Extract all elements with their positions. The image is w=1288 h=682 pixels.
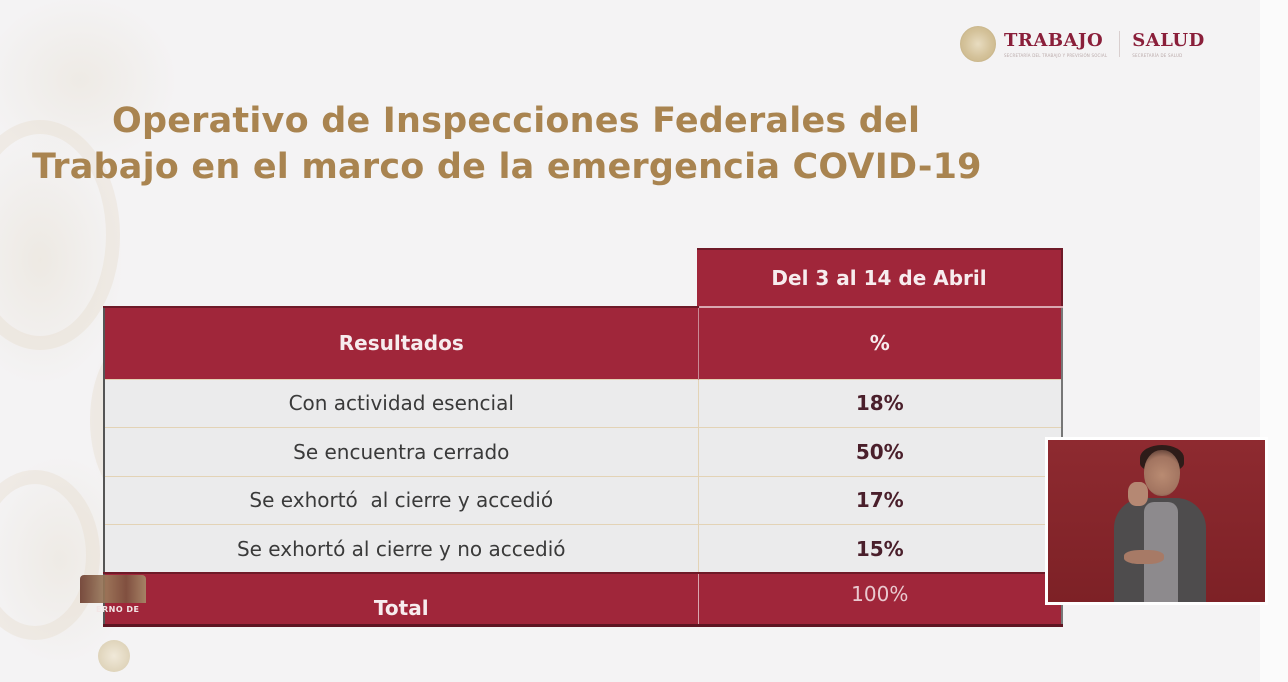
logo-salud-subtitle: SECRETARÍA DE SALUD bbox=[1132, 52, 1183, 58]
results-table: Resultados % Con actividad esencial 18% … bbox=[103, 306, 1063, 627]
gov-logo-text: ERNO DE bbox=[96, 605, 140, 614]
heroes-emblem-icon bbox=[80, 575, 146, 603]
slide-title: Operativo de Inspecciones Federales del … bbox=[32, 98, 1132, 190]
interpreter-head bbox=[1144, 450, 1180, 496]
table-row: Se exhortó al cierre y no accedió 15% bbox=[104, 524, 1062, 573]
row-label: Con actividad esencial bbox=[104, 378, 699, 428]
logo-trabajo-text: TRABAJO bbox=[1004, 29, 1104, 51]
logo-salud-text: SALUD bbox=[1132, 29, 1205, 51]
column-header-results: Resultados bbox=[104, 306, 699, 379]
slide-title-line2: Trabajo en el marco de la emergencia COV… bbox=[32, 147, 982, 187]
row-label: Se exhortó al cierre y no accedió bbox=[104, 524, 699, 573]
logo-salud: SALUD SECRETARÍA DE SALUD bbox=[1132, 29, 1205, 58]
slide-title-line1: Operativo de Inspecciones Federales del bbox=[112, 101, 921, 141]
national-seal-icon bbox=[960, 26, 996, 62]
logo-trabajo: TRABAJO SECRETARÍA DEL TRABAJO Y PREVISI… bbox=[1004, 29, 1108, 58]
header-logos: TRABAJO SECRETARÍA DEL TRABAJO Y PREVISI… bbox=[960, 22, 1205, 66]
table-total-row: Total 100% bbox=[104, 572, 1062, 627]
logo-divider bbox=[1119, 31, 1121, 57]
gobierno-de-mexico-logo: ERNO DE bbox=[78, 575, 158, 625]
row-label: Se exhortó al cierre y accedió bbox=[104, 475, 699, 525]
interpreter-hand bbox=[1124, 550, 1164, 564]
table-header-row: Resultados % bbox=[104, 306, 1062, 379]
interpreter-video-frame bbox=[1048, 440, 1265, 602]
row-value: 17% bbox=[698, 475, 1062, 525]
total-label: Total bbox=[104, 572, 699, 627]
row-label: Se encuentra cerrado bbox=[104, 427, 699, 476]
sign-language-interpreter-video bbox=[1045, 437, 1268, 605]
period-header: Del 3 al 14 de Abril bbox=[697, 248, 1063, 306]
column-header-percent: % bbox=[698, 306, 1062, 379]
row-value: 50% bbox=[698, 427, 1062, 476]
interpreter-hand bbox=[1128, 482, 1148, 506]
row-value: 18% bbox=[698, 378, 1062, 428]
row-value: 15% bbox=[698, 524, 1062, 573]
footer-seal-icon bbox=[98, 640, 130, 672]
total-value: 100% bbox=[698, 572, 1062, 627]
table-row: Con actividad esencial 18% bbox=[104, 378, 1062, 428]
logo-trabajo-subtitle: SECRETARÍA DEL TRABAJO Y PREVISIÓN SOCIA… bbox=[1004, 52, 1108, 58]
table-row: Se exhortó al cierre y accedió 17% bbox=[104, 475, 1062, 525]
table-row: Se encuentra cerrado 50% bbox=[104, 427, 1062, 476]
